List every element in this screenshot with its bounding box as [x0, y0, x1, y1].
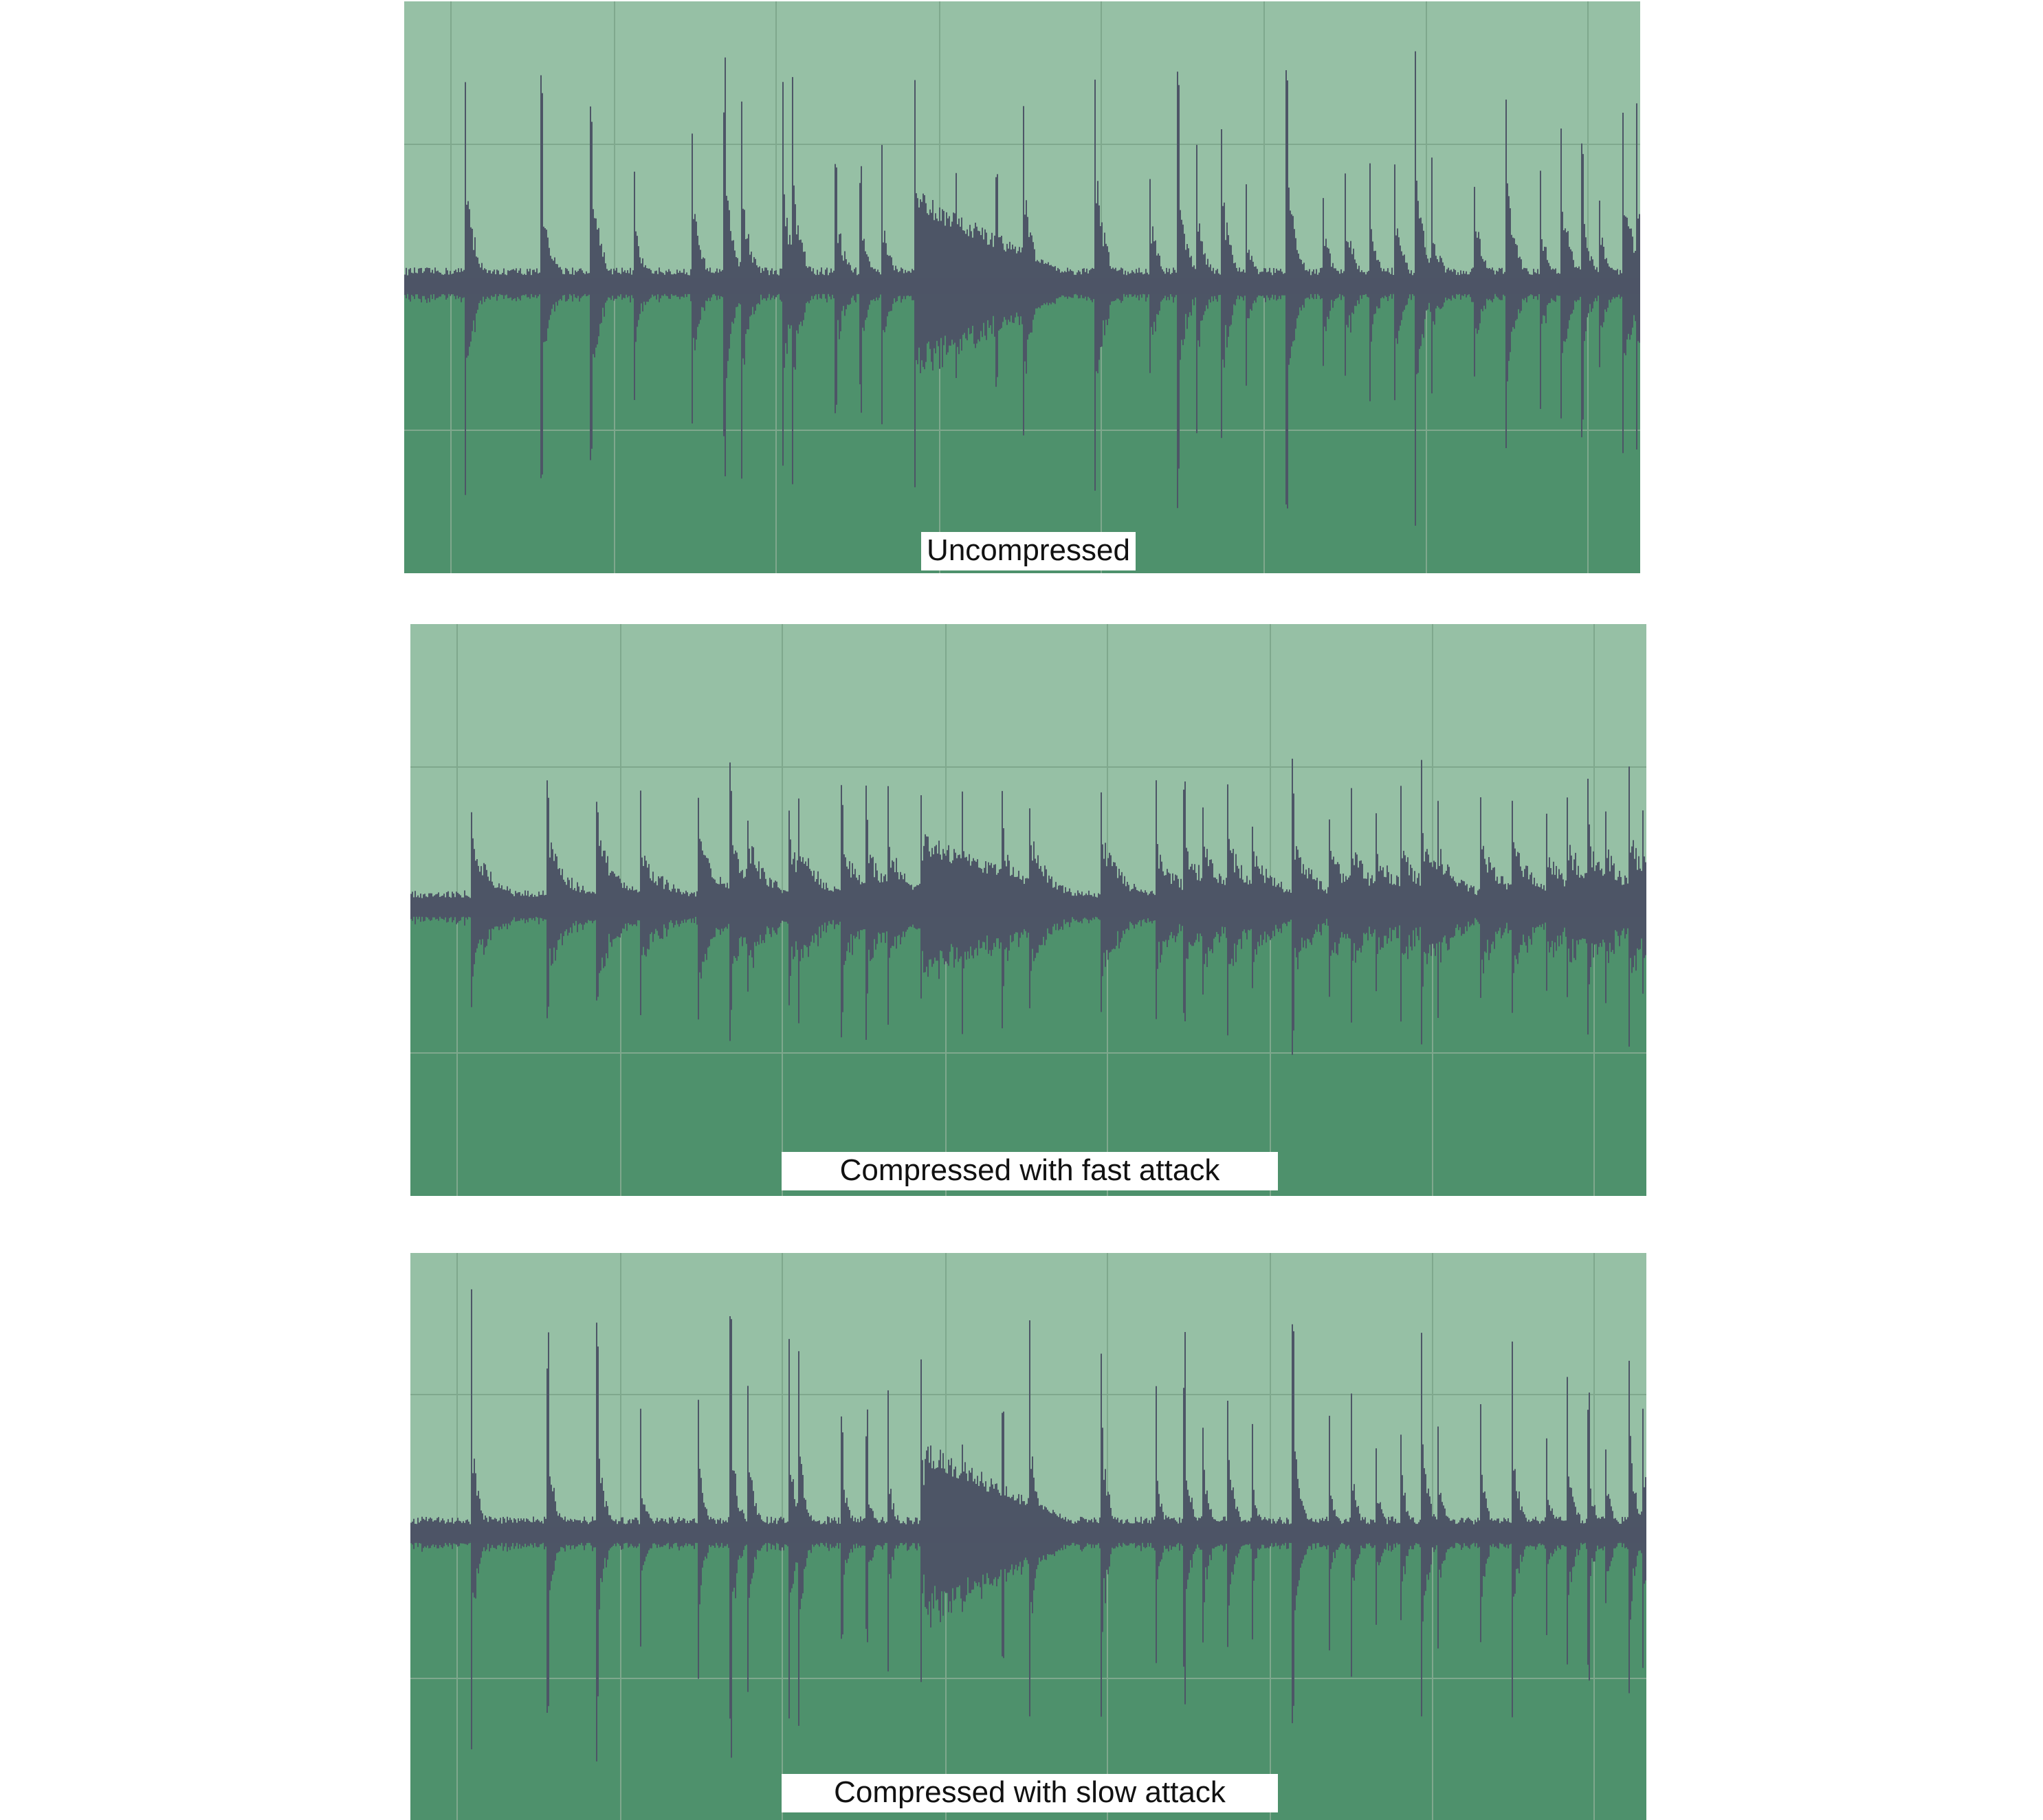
waveform-panel-uncompressed: Uncompressed — [404, 1, 1640, 573]
caption-fast-attack: Compressed with fast attack — [782, 1152, 1278, 1190]
waveform-lower-background — [410, 1533, 1646, 1820]
waveform-panel-slow-attack: Compressed with slow attack — [410, 1253, 1646, 1820]
waveform-panel-fast-attack: Compressed with fast attack — [410, 624, 1646, 1196]
caption-uncompressed: Uncompressed — [921, 532, 1136, 570]
waveform-fast-attack — [410, 624, 1646, 1196]
waveform-center-band — [410, 900, 1646, 917]
waveform-slow-attack — [410, 1253, 1646, 1820]
caption-slow-attack: Compressed with slow attack — [782, 1774, 1278, 1812]
waveform-upper-background — [410, 624, 1646, 907]
waveform-lower-background — [404, 285, 1640, 573]
waveform-center-band — [404, 278, 1640, 294]
waveform-center-band — [410, 1527, 1646, 1543]
waveform-uncompressed — [404, 1, 1640, 573]
waveform-upper-background — [410, 1253, 1646, 1533]
waveform-upper-background — [404, 1, 1640, 285]
